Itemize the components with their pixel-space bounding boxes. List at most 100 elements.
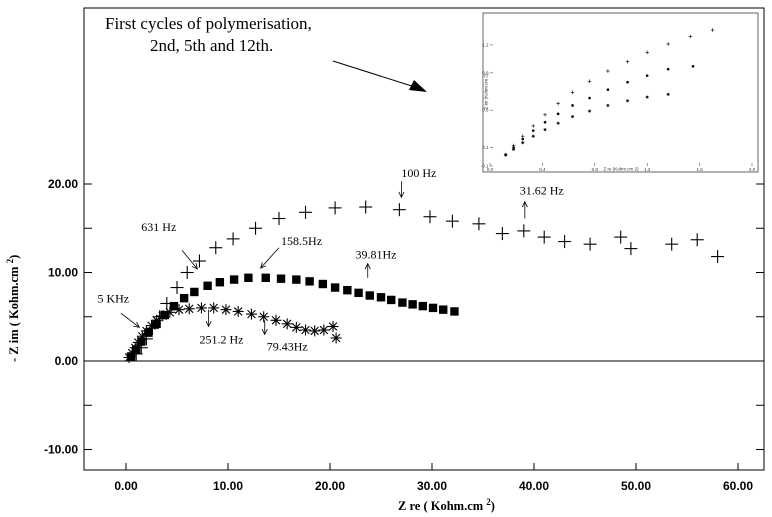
frequency-label: 31.62 Hz	[520, 184, 564, 198]
inset-dot-point	[543, 120, 547, 124]
square-point	[439, 305, 448, 314]
frequency-label: 158.5Hz	[281, 234, 322, 248]
plus-point	[624, 242, 638, 256]
annotation-arrowhead	[364, 262, 371, 270]
x-tick-label: 0.00	[114, 479, 138, 493]
annotation-arrowhead	[133, 321, 140, 328]
asterisk-point	[330, 332, 342, 344]
inset-dot-point	[626, 80, 629, 84]
inset-plus-point	[688, 34, 693, 39]
asterisk-point	[195, 302, 207, 314]
frequency-label: 39.81Hz	[356, 247, 397, 261]
inset-x-tick-label: 1.6	[696, 167, 703, 172]
plus-point	[209, 241, 223, 255]
inset-y-tick-label: 0.1	[482, 145, 489, 150]
frequency-label: 631 Hz	[141, 220, 176, 234]
y-tick-label: 0.00	[55, 354, 79, 368]
inset-asterisk-point	[645, 95, 649, 99]
plus-point	[299, 205, 313, 219]
frequency-label: 100 Hz	[401, 166, 436, 180]
inset-asterisk-point	[504, 153, 508, 157]
square-point	[244, 273, 253, 283]
inset-frame	[482, 12, 759, 173]
plus-point	[392, 203, 406, 217]
square-point	[179, 293, 189, 303]
ticks: 0.00 10.00 20.00 30.00 40.00 50.00 60.00 -10.00…	[44, 177, 764, 493]
inset-dot-point	[666, 67, 670, 71]
inset-plus-point	[556, 101, 560, 106]
x-axis-title-sup: 2	[486, 497, 491, 507]
asterisk-point	[258, 311, 270, 323]
inset-dot-point	[571, 104, 574, 107]
square-point	[276, 274, 286, 283]
square-point	[418, 301, 428, 311]
annotation-arrowhead	[191, 263, 198, 270]
square-point	[428, 303, 438, 313]
square-point	[450, 307, 459, 316]
frequency-label: 79.43Hz	[267, 339, 308, 353]
inset-caption: First cycles of polymerisation, 2nd, 5th…	[105, 14, 312, 55]
inset-dot-point	[645, 74, 649, 77]
square-point	[305, 277, 314, 286]
inset-y-tick-label: 0.9	[482, 70, 489, 75]
inset-y-axis-title: Z im (Kohm.cm 2)	[484, 73, 489, 109]
inset-plus-point	[531, 124, 536, 128]
frequency-label: 5 KHz	[97, 292, 129, 306]
x-tick-label: 20.00	[315, 479, 345, 493]
frequency-annotation: 100 Hz	[398, 166, 436, 199]
inset-plus-point	[606, 69, 610, 73]
inset-asterisk-point	[521, 141, 525, 145]
frequency-annotation: 79.43Hz	[261, 320, 308, 353]
annotation-arrow	[181, 250, 198, 270]
square-point	[190, 287, 199, 297]
inset-asterisk-point	[587, 109, 592, 113]
square-point	[137, 337, 146, 346]
annotation-arrowhead	[205, 320, 212, 328]
frequency-annotation: 251.2 Hz	[199, 309, 243, 346]
inset-plus-point	[645, 50, 649, 55]
asterisk-point	[318, 324, 330, 336]
plus-point	[423, 210, 437, 224]
inset-asterisk-point	[570, 115, 575, 119]
inset-x-tick-label: 0.4	[539, 167, 546, 172]
inset-dot-point	[691, 65, 695, 68]
square-point	[354, 288, 363, 298]
asterisk-point	[245, 308, 257, 320]
annotation-arrow	[120, 312, 140, 328]
inset-plus-point	[570, 90, 575, 95]
plus-point	[614, 230, 628, 244]
inset-caption-line-1: First cycles of polymerisation,	[105, 14, 312, 33]
inset-dot-point	[556, 112, 560, 116]
asterisk-point	[290, 321, 302, 333]
asterisk-point	[300, 324, 312, 336]
y-axis-title-sup: 2	[5, 258, 15, 263]
x-tick-label: 50.00	[621, 479, 651, 493]
plus-point	[690, 233, 704, 247]
square-point	[343, 286, 352, 295]
square-point	[408, 300, 417, 309]
asterisk-point	[220, 304, 232, 316]
inset-y-tick-label: 0.5	[482, 108, 489, 113]
annotation-arrowhead	[521, 200, 528, 208]
inset-x-tick-label: 1.2	[644, 167, 651, 172]
data-markers	[123, 200, 725, 363]
y-axis-title: - Z im ( Kohm.cm 2)	[5, 255, 21, 362]
inset-asterisk-point	[543, 128, 547, 132]
frequency-annotation: 631 Hz	[141, 220, 198, 270]
inset-dot-point	[521, 137, 525, 141]
plus-point	[180, 266, 194, 279]
y-tick-label: 20.00	[48, 177, 78, 191]
plus-point	[328, 201, 342, 215]
inset-plus-point	[666, 42, 670, 46]
inset-x-tick-label: 2.0	[749, 167, 756, 172]
annotations: 100 Hz 31.62 Hz 631 Hz 158.5Hz 39.81Hz 5 KHz 2…	[97, 166, 563, 353]
plus-point	[583, 237, 597, 251]
inset-dot-point	[531, 129, 535, 132]
square-point	[387, 295, 396, 305]
square-point	[215, 278, 225, 287]
annotation-arrow	[260, 247, 280, 269]
frequency-annotation: 158.5Hz	[260, 234, 322, 269]
plot-frame	[83, 7, 765, 471]
inset-y-tick-label: 1.2	[482, 42, 489, 47]
